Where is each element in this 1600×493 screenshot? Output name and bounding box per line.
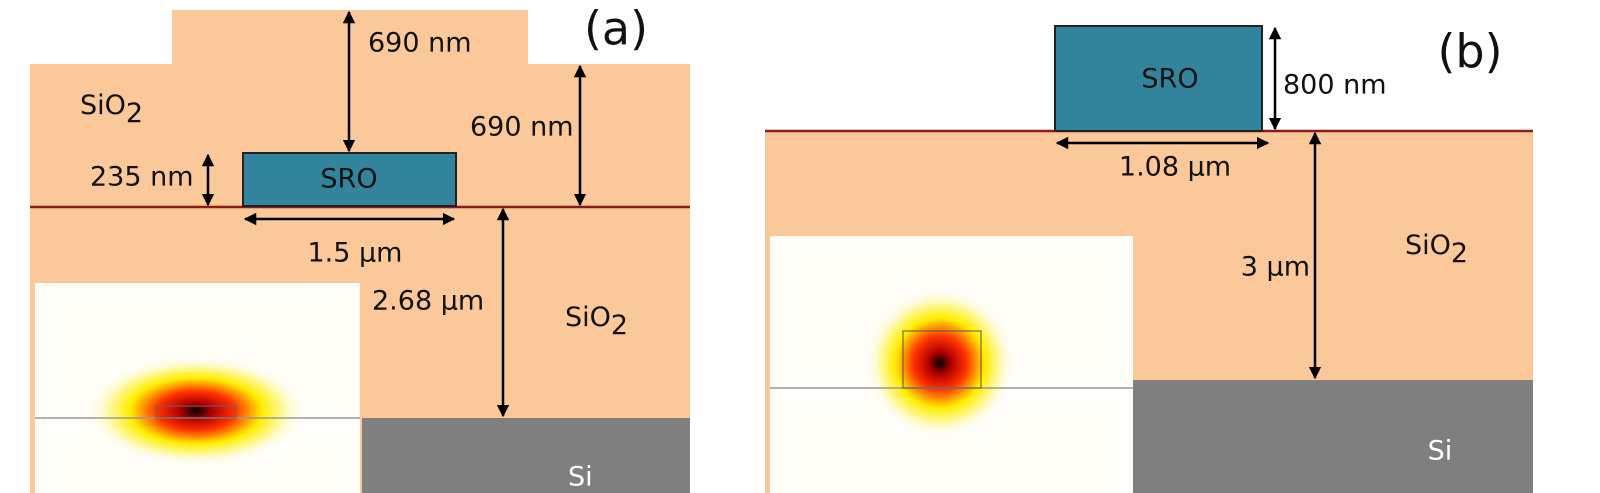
sro-core [242,152,457,207]
dimension: 2.68 µm [372,286,484,317]
mode-field [86,356,306,466]
core-label: SRO [1141,64,1198,95]
substrate-label: Si [1428,436,1453,467]
dimension: 800 nm [1283,70,1387,101]
material-label: SiO2 [1405,230,1468,269]
panel-a: (a) 690 nm 690 nm 235 nm SRO 1.5 µm 2.68… [30,2,690,493]
core-outline [902,330,982,389]
dimension: 690 nm [470,112,574,143]
core-outline [155,405,237,419]
dimension: 690 nm [368,28,472,59]
material-label: SiO2 [565,302,628,341]
material-label: SiO2 [80,90,143,129]
substrate [1133,380,1533,493]
mode-field [865,288,1015,438]
sro-core [1054,25,1263,132]
dimension: 1.08 µm [1119,152,1231,183]
substrate [362,418,690,493]
dimension: 1.5 µm [307,238,402,269]
dimension: 235 nm [90,162,194,193]
dimension: 3 µm [1241,252,1310,283]
panel-b: (b) SRO 800 nm 1.08 µm 3 µm SiO2 Si [765,25,1533,493]
panel-label: (a) [584,2,648,56]
core-label: SRO [320,164,377,195]
substrate-label: Si [568,462,593,493]
panel-label: (b) [1437,25,1502,79]
